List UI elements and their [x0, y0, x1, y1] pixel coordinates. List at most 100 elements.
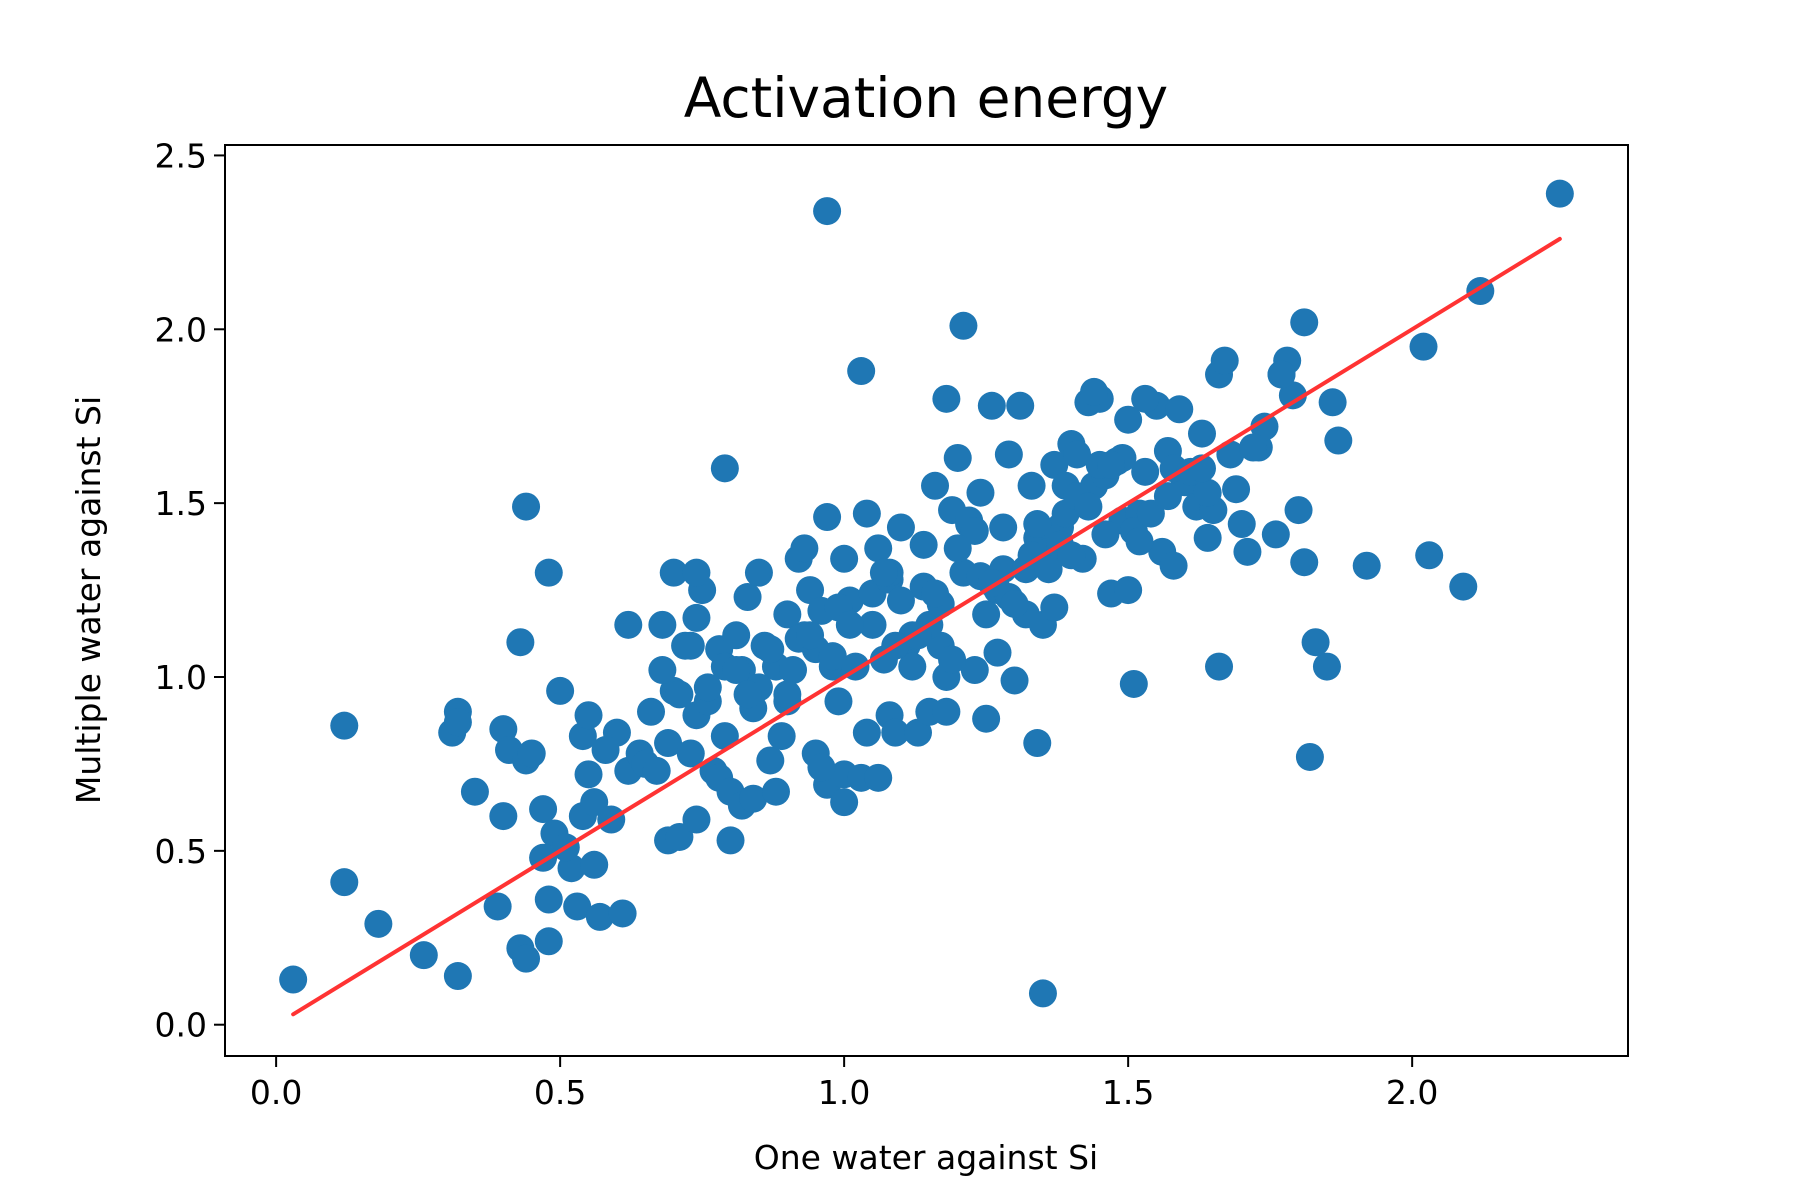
scatter-point [1040, 593, 1069, 622]
scatter-point [977, 391, 1006, 420]
scatter-point [1295, 742, 1324, 771]
scatter-point [1290, 548, 1319, 577]
x-tick-label: 0.0 [250, 1073, 302, 1112]
scatter-point [330, 868, 359, 897]
scatter-point [733, 583, 762, 612]
scatter-point [852, 718, 881, 747]
scatter-point [921, 579, 950, 608]
scatter-point [983, 638, 1012, 667]
scatter-point [1545, 179, 1574, 208]
scatter-point [813, 197, 842, 226]
scatter-point [648, 656, 677, 685]
scatter-point [864, 763, 893, 792]
scatter-point [796, 576, 825, 605]
scatter-point [1063, 440, 1092, 469]
y-axis-label: Multiple water against Si [69, 396, 108, 804]
x-tick-label: 2.0 [1386, 1073, 1438, 1112]
scatter-point [733, 680, 762, 709]
scatter-point [830, 544, 859, 573]
fit-layer [291, 236, 1562, 1017]
scatter-point [1153, 482, 1182, 511]
scatter-point [1324, 426, 1353, 455]
scatter-point [1080, 377, 1109, 406]
scatter-point [682, 603, 711, 632]
scatter-point [796, 621, 825, 650]
scatter-point [966, 478, 995, 507]
scatter-point [1449, 572, 1478, 601]
scatter-point [761, 777, 790, 806]
scatter-point [949, 311, 978, 340]
scatter-point [1267, 360, 1296, 389]
scatter-point [1028, 979, 1057, 1008]
scatter-point [1284, 496, 1313, 525]
chart-title: Activation energy [684, 66, 1168, 130]
scatter-point [1023, 729, 1052, 758]
scatter-point [1210, 346, 1239, 375]
scatter-point [512, 944, 541, 973]
scatter-point [506, 628, 535, 657]
scatter-point [580, 850, 609, 879]
scatter-point [903, 718, 932, 747]
y-tick-label: 0.0 [155, 1006, 207, 1045]
scatter-point [864, 534, 893, 563]
scatter-point [1000, 589, 1029, 618]
scatter-point [1131, 384, 1160, 413]
scatter-point [654, 729, 683, 758]
scatter-point [534, 885, 563, 914]
scatter-point [1239, 433, 1268, 462]
scatter-point [330, 711, 359, 740]
scatter-point [489, 802, 518, 831]
scatter-point [1193, 478, 1222, 507]
scatter-point [614, 610, 643, 639]
scatter-point [279, 965, 308, 994]
scatter-point [886, 513, 915, 542]
scatter-point [790, 534, 819, 563]
scatter-point [546, 676, 575, 705]
scatter-point [1159, 551, 1188, 580]
scatter-point [835, 610, 864, 639]
scatter-point [1290, 308, 1319, 337]
scatter-point [409, 941, 438, 970]
scatter-point [773, 680, 802, 709]
scatter-point [443, 962, 472, 991]
scatter-point [932, 697, 961, 726]
scatter-point [1165, 395, 1194, 424]
scatter-point [1409, 332, 1438, 361]
scatter-point [534, 558, 563, 587]
scatter-point [943, 534, 972, 563]
scatter-point [608, 899, 637, 928]
scatter-point [1233, 537, 1262, 566]
scatter-point [665, 680, 694, 709]
scatter-point [1205, 652, 1234, 681]
scatter-point [1114, 576, 1143, 605]
scatter-point [682, 558, 711, 587]
ticks-layer: 0.0 0.5 1.0 1.5 2.0 0.0 0.5 1.0 1.5 2.0 2.5 [155, 136, 1439, 1112]
scatter-point [648, 610, 677, 639]
scatter-point [1318, 388, 1347, 417]
scatter-point [460, 777, 489, 806]
scatter-point [716, 826, 745, 855]
scatter-point [1074, 492, 1103, 521]
scatter-point [1057, 541, 1086, 570]
scatter-point [1091, 520, 1120, 549]
points-layer [279, 179, 1574, 1008]
scatter-point [682, 805, 711, 834]
scatter-point [1040, 450, 1069, 479]
scatter-point [830, 788, 859, 817]
scatter-point [1193, 523, 1222, 552]
scatter-point [1034, 555, 1063, 584]
scatter-point [580, 788, 609, 817]
scatter-point [847, 357, 876, 386]
scatter-point [1312, 652, 1341, 681]
fit-line [291, 236, 1562, 1017]
scatter-point [1222, 475, 1251, 504]
scatter-point [1187, 419, 1216, 448]
scatter-point [744, 558, 773, 587]
scatter-point [1216, 440, 1245, 469]
scatter-point [909, 530, 938, 559]
scatter-point [898, 652, 927, 681]
scatter-point [710, 454, 739, 483]
scatter-point [665, 822, 694, 851]
scatter-point [960, 516, 989, 545]
